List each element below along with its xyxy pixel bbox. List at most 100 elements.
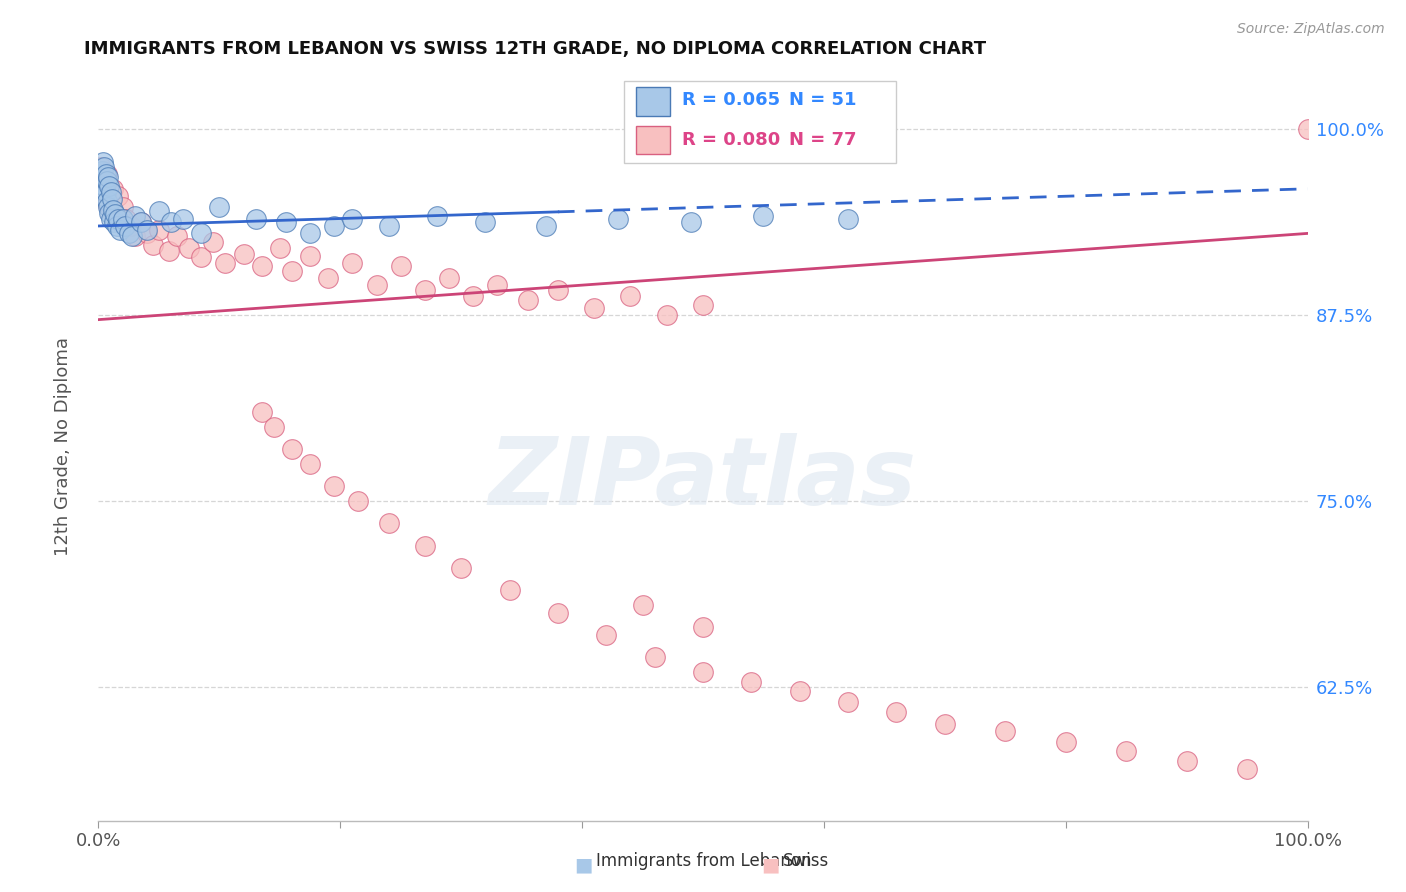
Point [190, 250, 212, 264]
Point [547, 283, 569, 297]
Point [547, 606, 569, 620]
Point [281, 442, 304, 456]
Point [299, 249, 322, 263]
Point [994, 724, 1017, 739]
Text: R = 0.080: R = 0.080 [682, 130, 780, 149]
Point [98, 178, 121, 193]
Point [91, 189, 114, 203]
Point [104, 207, 127, 221]
Point [91, 155, 114, 169]
Point [93, 160, 115, 174]
Point [837, 695, 859, 709]
Point [111, 200, 134, 214]
Point [516, 293, 538, 308]
Point [740, 675, 762, 690]
Point [118, 227, 141, 241]
Point [232, 247, 254, 261]
Point [692, 620, 714, 634]
Point [89, 167, 111, 181]
Text: ■: ■ [761, 855, 780, 875]
Point [437, 271, 460, 285]
FancyBboxPatch shape [637, 87, 671, 116]
Point [97, 196, 120, 211]
Point [104, 209, 127, 223]
Point [377, 516, 399, 531]
Point [202, 235, 225, 250]
Point [607, 211, 630, 226]
Point [97, 200, 120, 214]
Point [124, 229, 146, 244]
Point [91, 167, 114, 181]
Point [250, 259, 273, 273]
Point [148, 223, 170, 237]
Point [96, 174, 118, 188]
Point [160, 214, 183, 228]
Point [274, 214, 297, 228]
Point [413, 539, 436, 553]
Point [100, 211, 122, 226]
Point [90, 160, 112, 174]
Point [91, 182, 114, 196]
Point [692, 298, 714, 312]
Point [100, 192, 122, 206]
Point [96, 194, 118, 208]
Point [107, 211, 129, 226]
Point [299, 227, 322, 241]
Point [474, 214, 496, 228]
Point [111, 211, 134, 226]
Point [263, 419, 285, 434]
Point [108, 223, 131, 237]
Point [91, 164, 114, 178]
Point [347, 494, 370, 508]
Point [583, 301, 606, 315]
Point [692, 665, 714, 679]
Point [837, 211, 859, 226]
Point [114, 219, 136, 233]
Point [426, 209, 449, 223]
Point [486, 278, 509, 293]
Point [97, 169, 120, 184]
Text: ■: ■ [574, 855, 593, 875]
Point [214, 256, 236, 270]
Point [1175, 754, 1198, 768]
Point [89, 169, 111, 184]
Point [679, 214, 702, 228]
Point [93, 185, 115, 199]
Point [100, 204, 122, 219]
Point [413, 283, 436, 297]
Point [269, 241, 291, 255]
Point [631, 598, 654, 612]
Point [120, 219, 142, 233]
Point [655, 308, 678, 322]
Point [157, 244, 180, 259]
Point [142, 238, 165, 252]
Point [934, 717, 956, 731]
Text: R = 0.065: R = 0.065 [682, 91, 780, 110]
Point [316, 271, 339, 285]
Point [450, 561, 472, 575]
Point [94, 167, 117, 181]
Point [103, 214, 125, 228]
Point [93, 169, 115, 184]
Point [323, 479, 346, 493]
Point [98, 205, 121, 219]
Point [101, 202, 124, 217]
Point [534, 219, 557, 233]
Point [91, 164, 114, 178]
Point [135, 223, 157, 237]
Point [93, 178, 115, 193]
Point [96, 167, 118, 181]
Point [208, 200, 231, 214]
Point [377, 219, 399, 233]
Point [100, 185, 122, 199]
Point [595, 628, 617, 642]
Point [752, 209, 775, 223]
Point [1296, 122, 1319, 136]
Point [644, 650, 666, 665]
Point [299, 457, 322, 471]
Point [90, 174, 112, 188]
Text: Swiss: Swiss [783, 852, 830, 870]
Point [250, 405, 273, 419]
Point [129, 214, 152, 228]
Point [323, 219, 346, 233]
